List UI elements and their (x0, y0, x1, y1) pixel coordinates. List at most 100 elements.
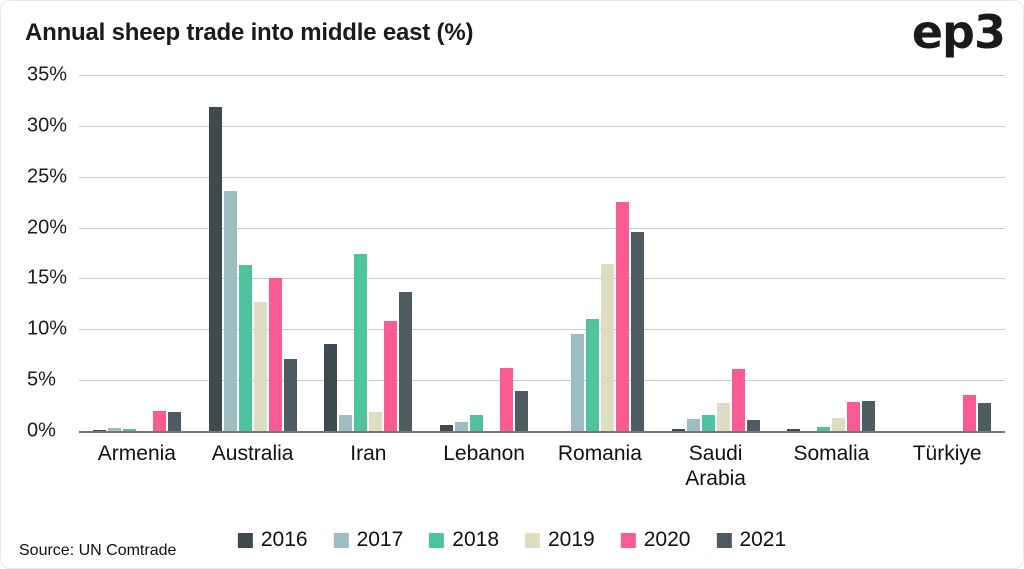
bar-2021 (978, 402, 992, 431)
gridlines (79, 75, 1005, 433)
legend-item-2016: 2016 (237, 528, 308, 552)
x-axis-label-cell: Romania (542, 441, 658, 491)
bar-2021 (399, 291, 413, 431)
legend: 2016 2017 2018 2019 2020 2021 (237, 528, 786, 552)
legend-swatch (716, 532, 732, 548)
category-group-romania (542, 75, 658, 431)
bar-2019 (369, 411, 383, 431)
bar-2021 (515, 391, 529, 431)
legend-item-2021: 2021 (716, 528, 786, 552)
x-axis-label-cell: Iran (311, 441, 427, 491)
legend-swatch (620, 532, 636, 548)
bar-2018 (701, 414, 715, 431)
x-axis-label: Australia (211, 442, 294, 465)
category-group-türkiye (889, 75, 1005, 431)
gridline (79, 75, 1005, 76)
legend-label: 2020 (643, 528, 691, 551)
bar-2019 (716, 402, 730, 431)
legend-item-2020: 2020 (620, 528, 691, 552)
plot-area (79, 75, 1005, 433)
bar-2016 (671, 428, 685, 431)
bar-2019 (832, 417, 846, 431)
y-axis: 35% 30% 25% 20% 15% 10% 5% 0% (13, 64, 79, 442)
bar-2018 (122, 429, 136, 431)
y-tick-label: 15% (27, 266, 68, 289)
bar-2018 (238, 265, 252, 431)
bar-2017 (223, 190, 237, 431)
ep3-logo: ep3 (911, 5, 1006, 59)
bar-2020 (615, 202, 629, 431)
legend-swatch (525, 532, 540, 548)
category-group-saudi-arabia (658, 75, 774, 431)
bar-2017 (339, 414, 353, 431)
legend-swatch (237, 532, 253, 548)
gridline (79, 227, 1005, 229)
x-axis-label: Romania (557, 442, 642, 465)
legend-label: 2019 (548, 528, 595, 551)
bar-2020 (500, 367, 514, 431)
category-group-armenia (79, 75, 195, 431)
y-tick-label: 5% (27, 368, 56, 391)
bar-2020 (731, 368, 745, 431)
bar-2016 (440, 424, 454, 431)
legend-label: 2017 (356, 528, 404, 551)
y-tick-label: 10% (27, 317, 68, 340)
bar-2020 (963, 395, 977, 431)
bar-2020 (847, 401, 861, 431)
bar-2017 (686, 418, 700, 431)
source-text: Source: UN Comtrade (19, 542, 177, 559)
gridline (79, 176, 1005, 178)
bars-area (79, 75, 1005, 431)
legend-label: 2021 (739, 528, 787, 551)
x-axis-label: Türkiye (912, 442, 982, 465)
bar-2017 (107, 427, 121, 431)
bar-2021 (746, 419, 760, 431)
legend-label: 2018 (452, 528, 499, 551)
x-axis-label-cell: Armenia (79, 441, 195, 491)
chart-title: Annual sheep trade into middle east (%) (25, 19, 474, 46)
bar-2016 (208, 106, 222, 431)
gridline (79, 431, 1005, 433)
x-axis-label: Somalia (793, 442, 870, 465)
bar-2017 (455, 421, 469, 431)
y-tick-label: 25% (27, 165, 68, 188)
x-axis-label-cell: Türkiye (889, 441, 1005, 491)
y-tick-label: 35% (27, 63, 68, 86)
legend-item-2019: 2019 (525, 528, 595, 552)
category-group-iran (311, 75, 427, 431)
bar-2016 (324, 343, 338, 431)
bar-2016 (787, 428, 801, 431)
chart-area: 35% 30% 25% 20% 15% 10% 5% 0% Armenia Australia I… (13, 64, 1005, 491)
bar-2019 (600, 264, 614, 431)
bar-2017 (570, 334, 584, 431)
category-group-australia (195, 75, 311, 431)
gridline (79, 278, 1005, 280)
category-group-somalia (774, 75, 890, 431)
x-axis-label: Armenia (97, 442, 176, 465)
bar-2020 (268, 278, 282, 431)
gridline (79, 380, 1005, 382)
y-tick-label: 30% (27, 114, 68, 137)
legend-swatch (429, 532, 445, 548)
legend-swatch (333, 532, 349, 548)
bar-2018 (354, 254, 368, 431)
bar-2016 (92, 429, 106, 431)
category-group-lebanon (426, 75, 542, 431)
x-axis-labels: Armenia Australia Iran Lebanon Romania Saudi … (79, 441, 1005, 491)
bar-2021 (862, 400, 876, 431)
bar-2018 (585, 319, 599, 431)
y-tick-label: 0% (27, 419, 56, 442)
bar-2018 (817, 426, 831, 431)
bar-2021 (283, 358, 297, 431)
x-axis-label-cell: Lebanon (426, 441, 542, 491)
bar-2020 (384, 321, 398, 431)
legend-label: 2016 (260, 528, 308, 551)
x-axis-label-cell: Australia (195, 441, 311, 491)
gridline (79, 329, 1005, 331)
x-axis-label: Saudi Arabia (685, 442, 746, 491)
x-axis-label-cell: Somalia (774, 441, 890, 491)
x-axis-label: Iran (350, 442, 387, 465)
gridline (79, 125, 1005, 127)
bar-2018 (470, 414, 484, 431)
